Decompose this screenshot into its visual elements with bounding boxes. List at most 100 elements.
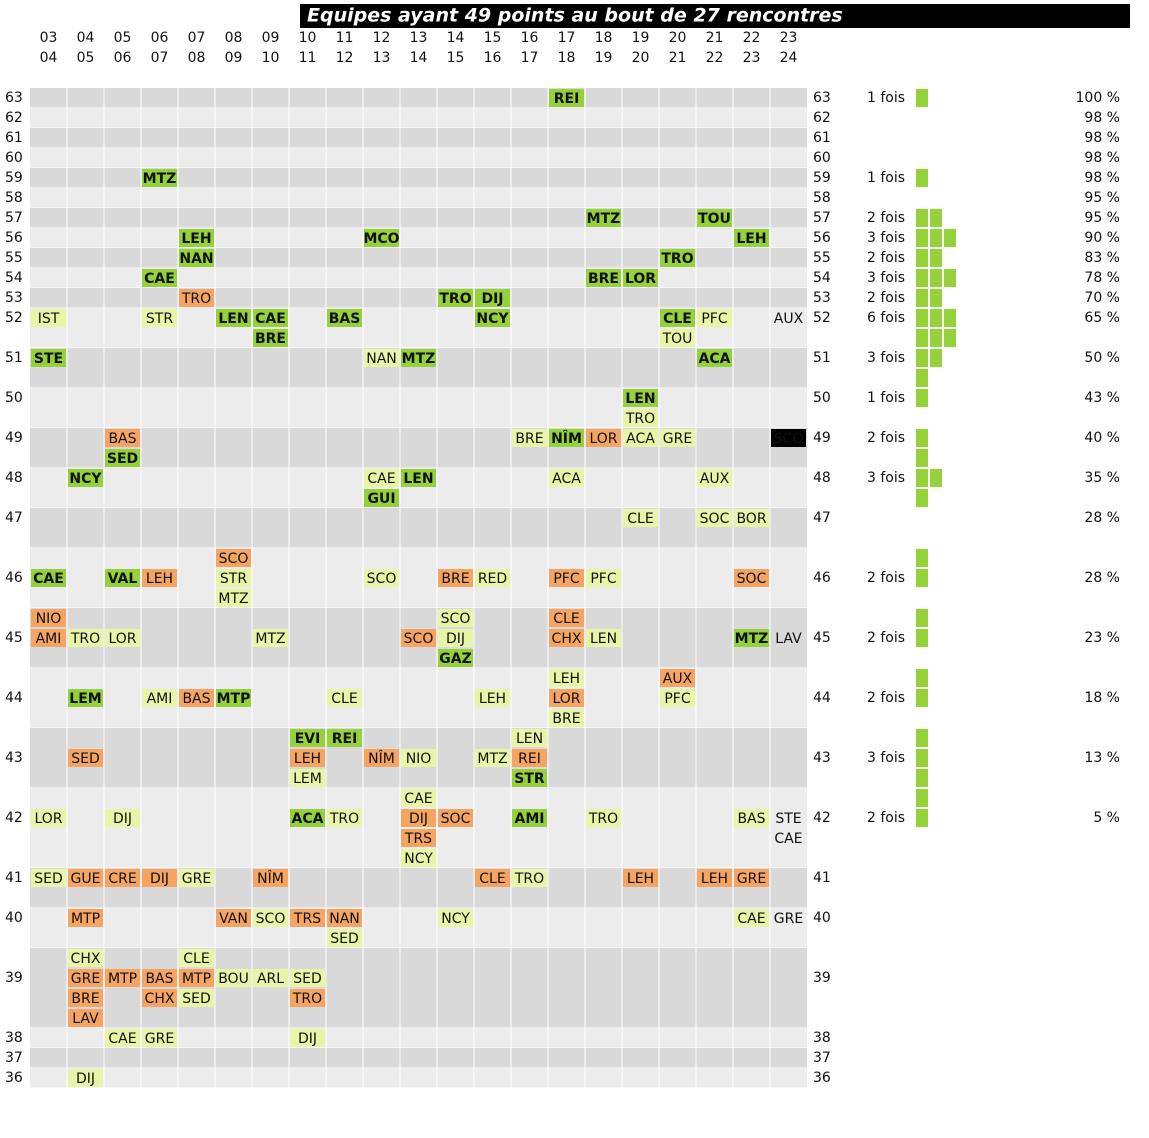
team-name: LEH <box>627 871 654 887</box>
team-name: TRO <box>329 811 359 827</box>
team-cell <box>734 509 769 527</box>
team-cell <box>179 229 214 247</box>
team-name: MTP <box>182 971 211 987</box>
team-cell <box>475 869 510 887</box>
percent: 5 % <box>1093 810 1120 826</box>
count-square <box>916 329 928 347</box>
team-cell <box>290 989 325 1007</box>
count-square <box>916 249 928 267</box>
team-cell <box>68 909 103 927</box>
team-cell <box>179 249 214 267</box>
row-band <box>30 188 807 208</box>
points-label-right: 39 <box>813 970 831 986</box>
team-cell <box>401 349 436 367</box>
team-name: AUX <box>700 471 730 487</box>
team-name: NÎM <box>551 430 582 447</box>
team-name: TRO <box>439 291 471 307</box>
team-cell <box>105 1029 140 1047</box>
team-cell <box>438 649 473 667</box>
season-start: 06 <box>151 30 169 46</box>
row-band <box>30 168 807 188</box>
team-name: CAE <box>404 791 432 807</box>
points-label-right: 54 <box>813 270 831 286</box>
points-label: 48 <box>5 470 23 486</box>
team-cell <box>512 869 547 887</box>
row-band <box>30 908 807 948</box>
percent: 28 % <box>1084 510 1120 526</box>
team-cell <box>179 969 214 987</box>
count-square <box>916 569 928 587</box>
team-name: SED <box>293 971 322 987</box>
team-name: DIJ <box>113 811 132 827</box>
team-name: VAN <box>219 911 248 927</box>
team-cell <box>68 869 103 887</box>
team-cell <box>142 989 177 1007</box>
team-cell <box>253 309 288 327</box>
points-label: 56 <box>5 230 23 246</box>
team-cell <box>68 949 103 967</box>
team-name: CAE <box>367 471 395 487</box>
team-name: GUI <box>367 491 395 507</box>
points-label: 38 <box>5 1030 23 1046</box>
points-label: 50 <box>5 390 23 406</box>
team-cell <box>697 469 732 487</box>
team-name: REI <box>332 731 358 747</box>
team-cell <box>68 1009 103 1027</box>
points-label-right: 50 <box>813 390 831 406</box>
count-square <box>916 809 928 827</box>
count-square <box>930 249 942 267</box>
season-end: 18 <box>558 50 576 66</box>
season-start: 07 <box>188 30 206 46</box>
team-cell <box>290 749 325 767</box>
count-label: 3 fois <box>867 270 905 286</box>
count-square <box>916 489 928 507</box>
team-cell <box>105 809 140 827</box>
team-cell <box>290 729 325 747</box>
team-name: RED <box>478 571 507 587</box>
team-cell <box>734 229 769 247</box>
season-start: 10 <box>299 30 317 46</box>
percent: 43 % <box>1084 390 1120 406</box>
team-name: LAV <box>72 1011 99 1027</box>
team-name: BAS <box>329 311 361 327</box>
season-end: 17 <box>521 50 539 66</box>
team-name: DIJ <box>446 631 465 647</box>
points-label-right: 46 <box>813 570 831 586</box>
team-cell <box>31 609 66 627</box>
title: Equipes ayant 49 points au bout de 27 re… <box>307 5 843 27</box>
team-name: TRO <box>514 871 544 887</box>
team-name: MTZ <box>587 211 621 227</box>
team-cell <box>660 689 695 707</box>
team-cell <box>31 869 66 887</box>
team-cell <box>549 669 584 687</box>
team-cell <box>771 429 806 447</box>
count-square <box>916 549 928 567</box>
season-end: 24 <box>780 50 798 66</box>
team-cell <box>142 569 177 587</box>
team-name: CHX <box>71 951 101 967</box>
percent: 98 % <box>1084 170 1120 186</box>
team-name: PFC <box>553 571 579 587</box>
team-cell <box>475 689 510 707</box>
team-name: LEH <box>479 691 506 707</box>
team-name: BAS <box>145 971 173 987</box>
team-name: LEN <box>625 391 655 407</box>
percent: 98 % <box>1084 130 1120 146</box>
team-name: LOR <box>34 811 62 827</box>
count-square <box>930 209 942 227</box>
team-name: LEN <box>516 731 543 747</box>
team-name: LEH <box>736 231 766 247</box>
team-cell <box>549 689 584 707</box>
team-name: SOC <box>441 811 471 827</box>
team-name: REI <box>554 91 580 107</box>
team-name: SED <box>34 871 63 887</box>
team-cell <box>179 949 214 967</box>
team-cell <box>290 769 325 787</box>
team-cell <box>31 629 66 647</box>
team-name: LOR <box>552 691 580 707</box>
team-name: GAZ <box>439 651 471 667</box>
team-name: VAL <box>108 571 138 587</box>
team-name: NÎM <box>368 749 395 767</box>
team-name: GRE <box>182 871 211 887</box>
team-cell <box>697 209 732 227</box>
